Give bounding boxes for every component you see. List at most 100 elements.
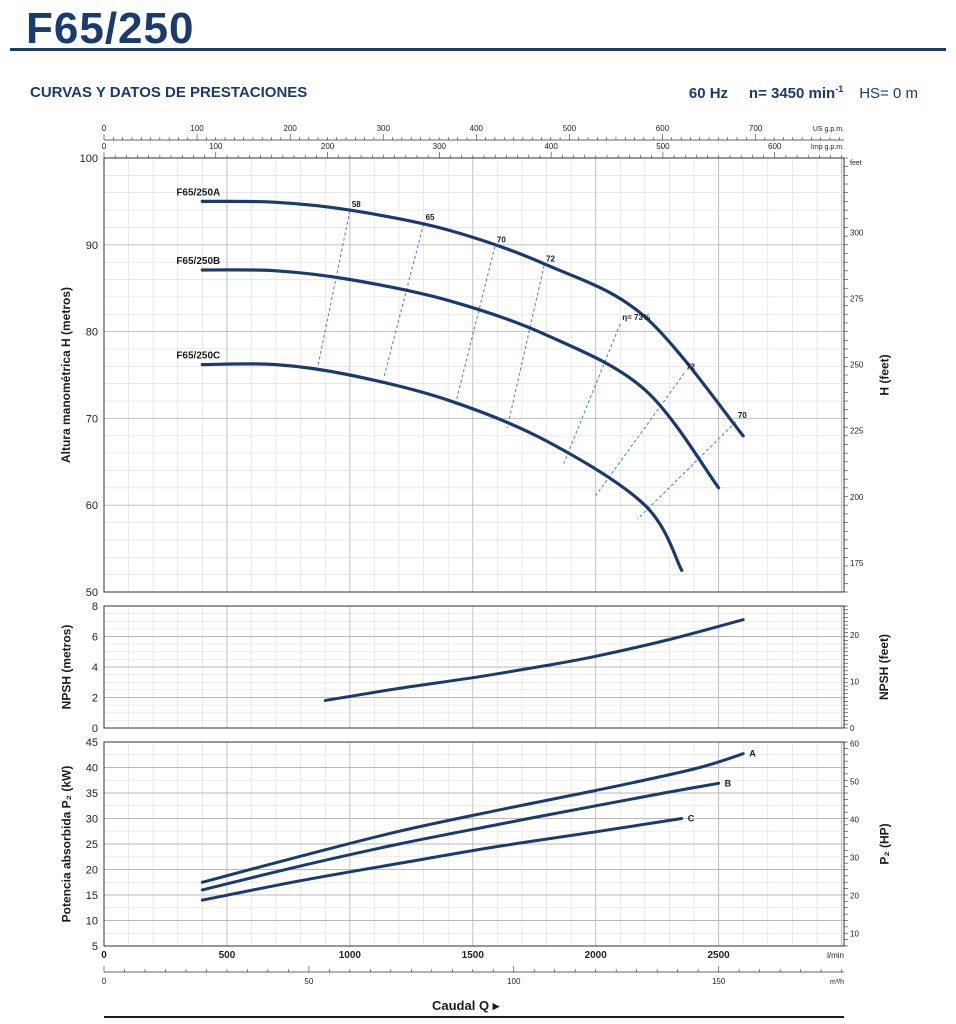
usgpm-axis-tick-label: 600 <box>656 124 670 133</box>
right-tick-label: 10 <box>850 678 859 687</box>
right-tick-label: 275 <box>850 294 864 303</box>
title-rule <box>10 48 946 51</box>
right-tick-label: 225 <box>850 427 864 436</box>
right-tick-label: 250 <box>850 361 864 370</box>
impgpm-axis-tick-label: 300 <box>433 142 447 151</box>
usgpm-axis-tick-label: 100 <box>190 124 204 133</box>
power-curve <box>200 752 745 884</box>
lmin-tick-label: 2500 <box>707 950 730 961</box>
efficiency-line <box>455 246 496 404</box>
efficiency-label: η= 73% <box>622 313 650 322</box>
speed: n= 3450 min-1 <box>748 84 844 102</box>
y-tick-label: 5 <box>92 941 98 953</box>
efficiency-label: 70 <box>738 411 747 420</box>
y-tick-label: 15 <box>86 890 98 902</box>
usgpm-axis-tick-label: 200 <box>283 124 297 133</box>
impgpm-axis-tick-label: 200 <box>321 142 335 151</box>
y-tick-label: 30 <box>86 814 98 826</box>
right-tick-label: 20 <box>850 631 859 640</box>
efficiency-line <box>383 223 425 376</box>
impgpm-axis-unit: Imp g.p.m. <box>811 144 844 151</box>
y-tick-label: 90 <box>86 240 98 252</box>
lmin-tick-label: 1500 <box>462 950 485 961</box>
y-tick-label: 100 <box>80 153 98 165</box>
series-label: B <box>725 778 732 788</box>
usgpm-axis-unit: US g.p.m. <box>813 126 844 133</box>
efficiency-label: 65 <box>426 213 435 222</box>
impgpm-axis-tick-label: 0 <box>102 142 107 151</box>
power-ylabel-right: P₂ (HP) <box>877 823 892 865</box>
y-tick-label: 0 <box>92 723 98 735</box>
right-unit-label: feet <box>850 160 862 167</box>
impgpm-axis-tick-label: 400 <box>544 142 558 151</box>
right-tick-label: 40 <box>850 815 859 824</box>
section-title: CURVAS Y DATOS DE PRESTACIONES <box>30 84 308 101</box>
m3h-tick-label: 150 <box>712 977 726 986</box>
efficiency-label: 70 <box>497 236 506 245</box>
y-tick-label: 10 <box>86 916 98 928</box>
y-tick-label: 35 <box>86 788 98 800</box>
page-title: F65/250 <box>26 4 195 53</box>
y-tick-label: 8 <box>92 601 98 613</box>
plot-frame <box>103 157 845 593</box>
lmin-zero: 0 <box>101 950 107 961</box>
lmin-tick-label: 2000 <box>585 950 608 961</box>
head-curve <box>200 362 684 572</box>
suction-height: HS= 0 m <box>859 85 918 102</box>
usgpm-axis-tick-label: 300 <box>377 124 391 133</box>
right-tick-label: 50 <box>850 777 859 786</box>
y-tick-label: 2 <box>92 693 98 705</box>
right-tick-label: 20 <box>850 891 859 900</box>
lmin-unit: l/min <box>827 951 844 960</box>
npsh-ylabel: NPSH (metros) <box>58 624 73 710</box>
efficiency-line <box>506 265 545 429</box>
y-tick-label: 40 <box>86 763 98 775</box>
right-tick-label: 200 <box>850 493 864 502</box>
series-label: F65/250B <box>176 256 220 267</box>
m3h-tick-label: 50 <box>304 977 313 986</box>
head-curve <box>200 199 745 438</box>
power-curve <box>200 817 684 902</box>
bottom-rule <box>104 1016 844 1018</box>
efficiency-label: 72 <box>546 255 555 264</box>
head-ylabel-right: H (feet) <box>877 354 892 396</box>
impgpm-axis-tick-label: 500 <box>656 142 670 151</box>
right-tick-label: 10 <box>850 929 859 938</box>
impgpm-axis-tick-label: 100 <box>209 142 223 151</box>
lmin-tick-label: 1000 <box>339 950 362 961</box>
m3h-tick-label: 100 <box>507 977 521 986</box>
power-curve <box>200 781 721 892</box>
right-tick-label: 30 <box>850 853 859 862</box>
lmin-tick-label: 500 <box>219 950 236 961</box>
npsh-ylabel-right: NPSH (feet) <box>877 633 892 701</box>
series-label: F65/250A <box>176 187 220 198</box>
frequency: 60 Hz <box>688 85 729 102</box>
efficiency-line <box>637 421 737 520</box>
y-tick-label: 4 <box>92 662 98 674</box>
efficiency-line <box>563 323 621 464</box>
y-tick-label: 6 <box>92 632 98 644</box>
y-tick-label: 45 <box>86 737 98 749</box>
usgpm-axis-tick-label: 500 <box>563 124 577 133</box>
m3h-tick-label: 0 <box>102 977 107 986</box>
head-ylabel: Altura manométrica H (metros) <box>59 286 74 464</box>
y-tick-label: 50 <box>86 587 98 599</box>
right-tick-label: 0 <box>850 724 855 733</box>
operating-params: 60 Hz n= 3450 min-1 HS= 0 m <box>689 84 918 102</box>
flow-axis-label: Caudal Q ▸ <box>432 998 500 1013</box>
right-tick-label: 175 <box>850 559 864 568</box>
impgpm-axis-tick-label: 600 <box>768 142 782 151</box>
y-tick-label: 60 <box>86 500 98 512</box>
usgpm-axis-tick-label: 400 <box>470 124 484 133</box>
usgpm-axis-tick-label: 700 <box>749 124 763 133</box>
series-label: F65/250C <box>176 351 220 362</box>
y-tick-label: 80 <box>86 327 98 339</box>
right-tick-label: 60 <box>850 739 859 748</box>
right-tick-label: 300 <box>850 228 864 237</box>
efficiency-line <box>317 210 351 367</box>
series-label: C <box>688 814 695 824</box>
y-tick-label: 25 <box>86 839 98 851</box>
series-label: A <box>749 749 756 759</box>
y-tick-label: 70 <box>86 413 98 425</box>
